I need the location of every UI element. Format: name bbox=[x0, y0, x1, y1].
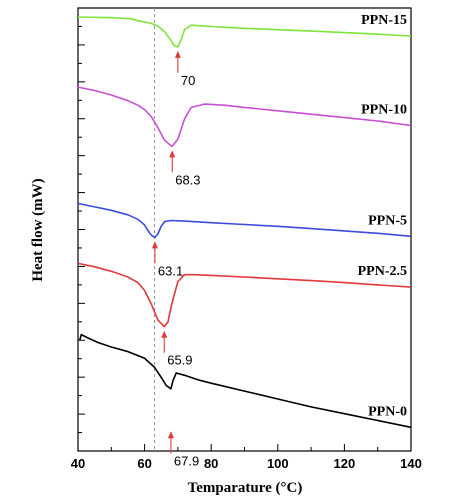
peak-value-label: 67.9 bbox=[174, 453, 199, 468]
peak-value-label: 70 bbox=[181, 73, 195, 88]
peak-arrow-head bbox=[174, 50, 181, 58]
series-name-label: PPN-15 bbox=[361, 13, 407, 28]
x-tick-label: 140 bbox=[400, 456, 422, 471]
plot-frame bbox=[77, 7, 412, 452]
x-tick-label: 80 bbox=[204, 456, 218, 471]
x-axis-title: Temparature (°C) bbox=[188, 480, 303, 496]
peak-arrow-head bbox=[169, 150, 176, 158]
series-line-ppn-15 bbox=[77, 16, 412, 48]
x-axis-ticks: 40 60 80 100 120 140 bbox=[71, 444, 422, 471]
series-layer bbox=[77, 16, 412, 429]
series-name-label: PPN-0 bbox=[368, 404, 407, 419]
y-axis-title: Heat flow (mW) bbox=[30, 178, 46, 281]
peak-arrow-head bbox=[167, 431, 174, 439]
label-layer: PPN-15 70 PPN-10 68.3 PPN-5 63.1 PPN-2.5 65.9 PP… bbox=[151, 13, 407, 468]
series-name-label: PPN-5 bbox=[368, 213, 407, 228]
series-name-label: PPN-2.5 bbox=[358, 264, 407, 279]
x-tick-label: 40 bbox=[71, 456, 85, 471]
peak-arrow-head bbox=[161, 330, 168, 338]
series-line-ppn-0 bbox=[78, 333, 412, 429]
peak-value-label: 65.9 bbox=[167, 353, 192, 368]
x-tick-label: 100 bbox=[267, 456, 289, 471]
x-tick-label: 120 bbox=[334, 456, 356, 471]
series-name-label: PPN-10 bbox=[361, 103, 407, 118]
series-line-ppn-5 bbox=[77, 202, 412, 239]
peak-value-label: 68.3 bbox=[175, 172, 200, 187]
peak-arrow-head bbox=[151, 241, 158, 249]
x-tick-label: 60 bbox=[137, 456, 151, 471]
peak-value-label: 63.1 bbox=[158, 263, 183, 278]
y-axis-ticks bbox=[78, 25, 85, 434]
series-line-ppn-2.5 bbox=[77, 262, 412, 328]
series-line-ppn-10 bbox=[77, 86, 412, 148]
